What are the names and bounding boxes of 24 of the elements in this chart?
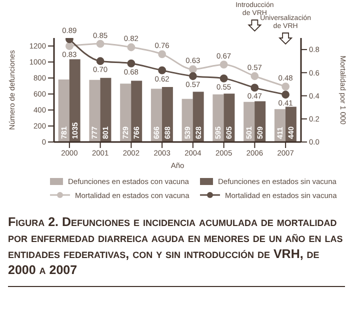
point	[96, 57, 104, 66]
point	[188, 65, 197, 74]
point	[250, 84, 259, 92]
point	[188, 72, 197, 80]
text: Figura 2. Defunciones e incidencia acumulada de mortalidad por enfermedad diarreica aguda en menores de un año en las entidades federativas, con y sin introducción de VRH, de 2000 a 2007	[8, 214, 345, 287]
bar	[150, 88, 162, 142]
point	[220, 60, 228, 69]
point	[127, 43, 136, 52]
bar	[58, 80, 70, 142]
bar	[131, 80, 142, 142]
point	[96, 40, 104, 48]
point	[158, 50, 166, 58]
point	[127, 59, 136, 68]
bar	[89, 80, 100, 142]
point	[220, 74, 228, 82]
point	[282, 82, 290, 90]
point	[282, 90, 290, 99]
bar	[69, 59, 80, 142]
bar	[120, 84, 132, 142]
bar	[162, 86, 173, 142]
point	[250, 72, 259, 80]
bar	[100, 78, 112, 142]
point	[158, 66, 166, 74]
point	[65, 42, 74, 50]
